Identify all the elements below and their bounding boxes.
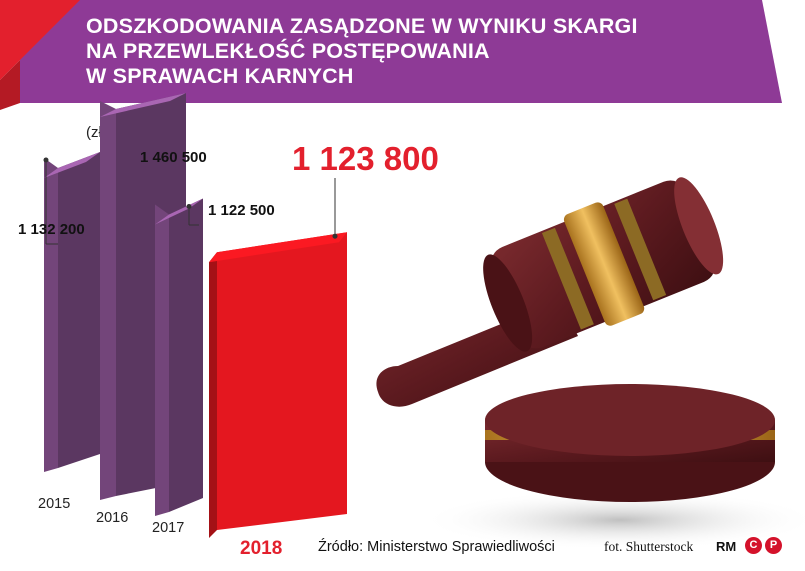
bar-side-2018 bbox=[209, 252, 217, 538]
bar-2015 bbox=[44, 151, 100, 473]
copyright-p-icon: P bbox=[765, 537, 782, 554]
bar-2018 bbox=[209, 232, 347, 538]
leader-dot-2018 bbox=[332, 233, 338, 239]
category-label-2017: 2017 bbox=[152, 520, 184, 536]
gavel-shadow bbox=[420, 490, 805, 550]
agency-mark: RM bbox=[716, 539, 737, 554]
value-label-2018: 1 123 800 bbox=[292, 140, 439, 177]
banner-purple-band bbox=[20, 0, 782, 103]
bar-top-2018 bbox=[209, 232, 347, 263]
sound-block-top bbox=[485, 384, 775, 456]
chart-title: ODSZKODOWANIA ZASĄDZONE W WYNIKU SKARGI … bbox=[86, 14, 726, 89]
banner-red-fold bbox=[0, 60, 20, 110]
category-label-2015: 2015 bbox=[38, 496, 70, 512]
leader-dot-2017 bbox=[186, 204, 192, 210]
gavel-head bbox=[483, 177, 724, 352]
category-label-2016: 2016 bbox=[96, 510, 128, 526]
value-label-2016: 1 460 500 bbox=[140, 149, 207, 166]
title-line-2: NA PRZEWLEKŁOŚĆ POSTĘPOWANIA bbox=[86, 39, 490, 63]
bar-side-2015 bbox=[44, 157, 58, 473]
bar-front-2017 bbox=[169, 198, 203, 512]
title-banner bbox=[0, 0, 782, 110]
bar-side-2017 bbox=[155, 204, 169, 516]
source-note: Źródło: Ministerstwo Sprawiedliwości bbox=[318, 539, 555, 555]
bar-2017 bbox=[155, 198, 203, 516]
value-label-2015: 1 132 200 bbox=[18, 221, 85, 238]
bar-side-2016 bbox=[100, 100, 116, 500]
bar-top-2015 bbox=[44, 151, 100, 178]
photo-credit: fot. Shutterstock bbox=[604, 539, 694, 554]
category-label-2018: 2018 bbox=[240, 538, 282, 559]
bar-front-2018 bbox=[217, 232, 347, 530]
title-line-3: W SPRAWACH KARNYCH bbox=[86, 64, 354, 88]
value-label-2017: 1 122 500 bbox=[208, 202, 275, 219]
bar-top-2016 bbox=[100, 92, 186, 117]
copyright-c-icon: C bbox=[745, 537, 762, 554]
leader-dot-2015 bbox=[43, 157, 49, 163]
title-line-1: ODSZKODOWANIA ZASĄDZONE W WYNIKU SKARGI bbox=[86, 14, 638, 38]
bar-front-2015 bbox=[58, 151, 100, 469]
